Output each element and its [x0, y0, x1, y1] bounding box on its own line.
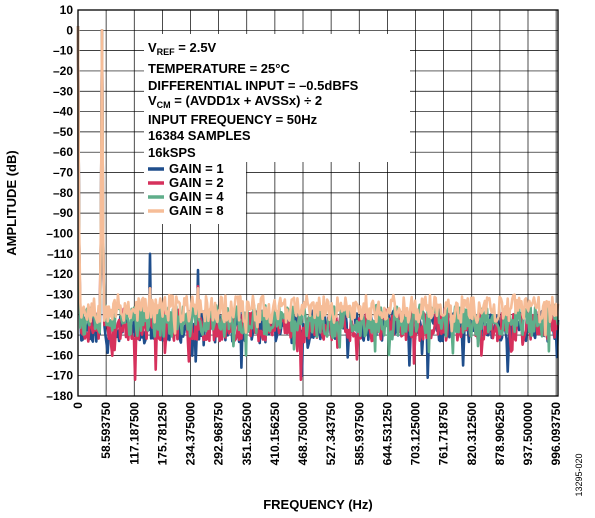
- figure-id: 13295-020: [574, 453, 584, 496]
- y-tick-label-7: –60: [53, 145, 73, 159]
- annotation-box: [144, 34, 410, 162]
- x-tick-label-14: 820.312500: [465, 402, 479, 466]
- x-tick-label-5: 292.968750: [212, 402, 226, 466]
- annotation-differential-input: DIFFERENTIAL INPUT = –0.5dBFS: [148, 78, 359, 93]
- x-tick-label-6: 351.562500: [240, 402, 254, 466]
- y-tick-label-13: –120: [46, 267, 73, 281]
- y-tick-label-12: –110: [47, 247, 73, 261]
- x-tick-label-4: 234.375000: [184, 402, 198, 466]
- y-tick-label-10: –90: [53, 206, 73, 220]
- x-tick-label-1: 58.593750: [99, 402, 113, 459]
- x-tick-label-2: 117.187500: [127, 402, 141, 465]
- x-axis-title: FREQUENCY (Hz): [263, 497, 373, 512]
- y-tick-label-14: –130: [46, 287, 73, 301]
- x-tick-label-7: 410.156250: [268, 402, 282, 466]
- x-tick-label-3: 175.781250: [155, 402, 169, 466]
- y-tick-label-17: –160: [46, 348, 73, 362]
- legend-label-gain-4: GAIN = 4: [169, 189, 224, 204]
- y-tick-label-19: –180: [46, 389, 73, 403]
- series-line-gain-8: [76, 26, 560, 337]
- y-tick-label-18: –170: [46, 369, 73, 383]
- annotation-rate: 16kSPS: [148, 145, 196, 160]
- x-tick-label-8: 468.750000: [296, 402, 310, 466]
- y-tick-label-8: –70: [53, 166, 73, 180]
- y-axis-ticks: 10 0 –10 –20 –30 –40 –50 –60 –70 –80 –90 –100 –110 –1…: [46, 3, 73, 403]
- legend-label-gain-8: GAIN = 8: [169, 203, 224, 218]
- x-tick-label-17: 996.093750: [549, 402, 563, 466]
- x-tick-label-12: 703.125000: [409, 402, 423, 466]
- x-tick-label-13: 761.718750: [437, 402, 451, 466]
- y-tick-label-16: –150: [46, 328, 73, 342]
- x-tick-label-10: 585.937500: [352, 402, 366, 466]
- plot-frame: [77, 9, 559, 397]
- annotation-temperature: TEMPERATURE = 25°C: [148, 61, 290, 76]
- legend-label-gain-1: GAIN = 1: [169, 161, 224, 176]
- y-tick-label-0: 10: [60, 3, 74, 17]
- x-tick-label-9: 527.343750: [324, 402, 338, 466]
- annotation-block: VREF = 2.5V TEMPERATURE = 25°C DIFFERENT…: [148, 40, 359, 160]
- x-tick-label-0: 0: [71, 402, 85, 409]
- y-tick-label-11: –100: [46, 226, 73, 240]
- y-axis-title: AMPLITUDE (dB): [4, 150, 19, 255]
- y-tick-label-5: –40: [53, 105, 73, 119]
- annotation-samples: 16384 SAMPLES: [148, 128, 251, 143]
- plot-area: [76, 26, 560, 382]
- y-tick-label-2: –10: [53, 44, 73, 58]
- y-tick-label-15: –140: [46, 308, 73, 322]
- annotation-vref: VREF = 2.5V: [148, 40, 217, 57]
- legend-label-gain-2: GAIN = 2: [169, 175, 224, 190]
- legend-box: [144, 162, 246, 224]
- x-axis-ticks: 0 58.593750 117.187500 175.781250 234.375000…: [71, 402, 563, 466]
- y-tick-label-9: –80: [53, 186, 73, 200]
- y-tick-label-6: –50: [53, 125, 73, 139]
- y-tick-label-4: –30: [53, 84, 73, 98]
- annotation-input-frequency: INPUT FREQUENCY = 50Hz: [148, 112, 318, 127]
- y-tick-label-3: –20: [53, 64, 73, 78]
- x-tick-label-15: 878.906250: [493, 402, 507, 466]
- x-tick-label-11: 644.531250: [380, 402, 394, 466]
- x-tick-label-16: 937.500000: [521, 402, 535, 466]
- y-tick-label-1: 0: [66, 23, 73, 37]
- annotation-vcm: VCM = (AVDD1x + AVSSx) ÷ 2: [148, 93, 322, 110]
